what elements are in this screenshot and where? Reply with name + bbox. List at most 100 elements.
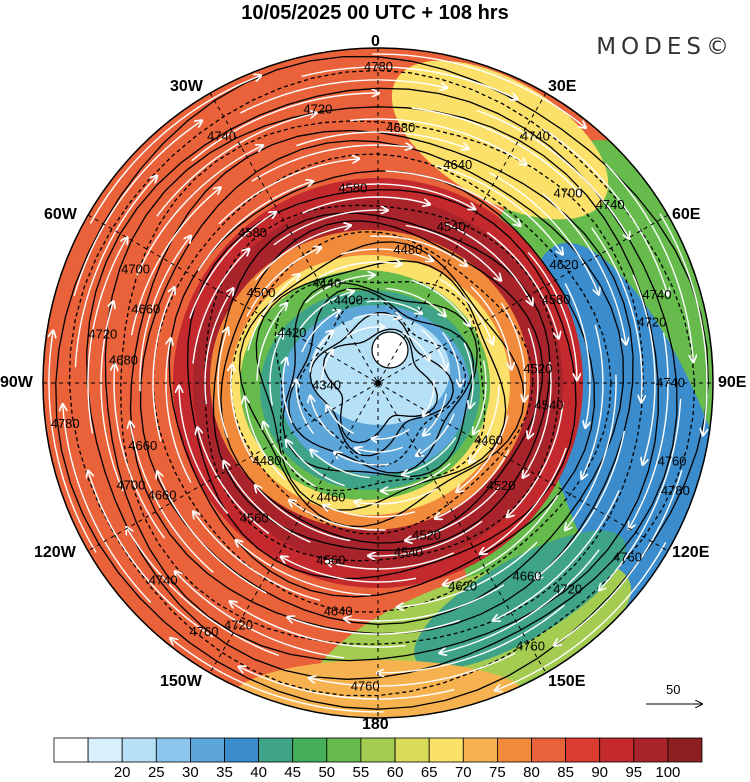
streamline (436, 165, 562, 255)
streamline (311, 450, 370, 479)
colorbar-swatch (360, 737, 396, 763)
streamline (542, 128, 668, 295)
vector-reference-label: 50 (666, 682, 681, 697)
streamline (49, 331, 97, 553)
streamline (339, 183, 475, 209)
streamline (301, 311, 340, 353)
contour-label: 4580 (238, 225, 267, 240)
contour-label: 4720 (553, 581, 582, 596)
streamline (323, 505, 416, 518)
colorbar-swatch (326, 737, 362, 763)
contour-label: 4760 (613, 549, 642, 564)
streamline (171, 638, 384, 713)
colorbar-tick-label: 90 (591, 764, 609, 781)
streamline (416, 413, 455, 456)
contour-label: 4720 (224, 618, 253, 633)
contour-label: 4620 (448, 578, 477, 593)
colorbar-tick-label: 70 (454, 764, 472, 781)
contour-label: 4640 (324, 604, 353, 619)
streamline (175, 572, 345, 659)
streamline (309, 331, 333, 373)
colorbar-swatch (531, 737, 566, 763)
streamline (189, 212, 276, 319)
streamline (87, 238, 127, 434)
streamline (523, 361, 552, 478)
map-title: 10/05/2025 00 UTC + 108 hrs (241, 2, 509, 24)
wind-streamlines (49, 53, 707, 713)
contour-label: 4660 (128, 438, 157, 453)
streamline (476, 109, 629, 239)
contour-label: 4420 (277, 325, 306, 340)
colorbar-swatch (496, 737, 532, 763)
streamline (302, 196, 429, 214)
contour-label: 4740 (207, 129, 236, 144)
streamline (355, 488, 438, 504)
contour-label: 4500 (247, 285, 276, 300)
streamline (370, 235, 466, 266)
streamline (296, 131, 468, 149)
colorbar-tick-label: 50 (318, 764, 336, 781)
colorbar-tick-label: 85 (557, 764, 574, 781)
streamline (321, 350, 333, 387)
streamline (445, 223, 533, 305)
streamline (299, 291, 353, 329)
streamline (554, 469, 683, 645)
lon-label-90w: 90W (0, 374, 33, 391)
streamline (197, 181, 313, 272)
contour-label: 4640 (443, 157, 472, 172)
streamline (604, 163, 693, 362)
streamline (480, 447, 567, 554)
streamline (152, 288, 174, 442)
streamline (402, 332, 430, 361)
streamline (439, 278, 492, 344)
contour-label: 4480 (393, 242, 422, 257)
streamline (236, 540, 371, 596)
colorbar-tick-label: 75 (489, 764, 506, 781)
streamline (301, 66, 517, 99)
colorbar-swatch (292, 737, 328, 763)
streamline (130, 422, 214, 573)
contour-label: 4480 (253, 453, 282, 468)
streamline (495, 542, 667, 691)
streamline (130, 188, 221, 336)
streamline (192, 249, 249, 364)
colorbar-swatch (394, 737, 430, 763)
streamline (218, 159, 359, 225)
map-border (42, 47, 714, 719)
modes-logo: MODES© (596, 34, 734, 60)
contour-label: 4740 (149, 572, 178, 587)
streamline (255, 486, 351, 542)
streamline (386, 287, 445, 316)
streamline (528, 328, 539, 438)
colorbar-swatch (462, 737, 498, 763)
contour-label: 4760 (658, 454, 687, 469)
streamline (340, 248, 433, 261)
streamline (100, 302, 124, 492)
streamline (500, 302, 525, 401)
streamline (114, 364, 165, 539)
contour-line (55, 55, 709, 710)
streamline (191, 93, 379, 162)
streamline (355, 447, 403, 452)
streamline (204, 289, 233, 405)
contour-label: 4780 (51, 416, 80, 431)
colorbar-tick-label: 35 (216, 764, 233, 781)
streamline (281, 557, 417, 583)
lon-label-120e: 120E (672, 544, 710, 561)
colorbar-swatch (565, 737, 601, 763)
streamline (420, 328, 445, 370)
lon-label-0: 0 (371, 33, 380, 50)
streamline (542, 193, 626, 345)
streamline (443, 494, 559, 584)
streamline (88, 471, 214, 638)
streamline (457, 415, 509, 491)
lon-label-30e: 30E (548, 78, 577, 95)
streamline (245, 397, 286, 480)
streamline (283, 358, 293, 424)
contour-label: 4460 (474, 432, 503, 447)
streamline (402, 437, 457, 475)
streamline (344, 584, 505, 621)
streamline (74, 176, 156, 368)
contour-label: 4580 (542, 292, 571, 307)
